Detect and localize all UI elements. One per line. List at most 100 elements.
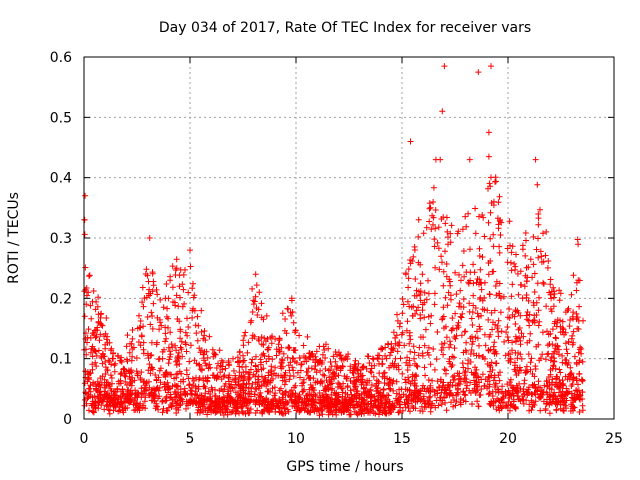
data-point	[469, 322, 476, 328]
data-point	[268, 371, 275, 378]
data-point	[474, 328, 480, 335]
data-point	[303, 392, 310, 399]
data-point	[141, 384, 148, 391]
data-point	[512, 321, 519, 327]
data-point	[417, 315, 424, 322]
data-point	[129, 327, 136, 333]
data-point	[463, 339, 470, 346]
data-point	[119, 406, 126, 413]
data-point	[261, 397, 268, 404]
data-point	[129, 353, 136, 360]
data-point	[535, 378, 542, 385]
data-point	[296, 332, 303, 339]
data-point	[268, 401, 275, 408]
data-point	[81, 231, 88, 238]
data-point	[443, 273, 450, 280]
data-point	[222, 365, 229, 372]
data-point	[137, 400, 144, 407]
data-point	[227, 383, 233, 390]
data-point	[472, 390, 479, 396]
data-point	[337, 352, 344, 359]
data-point	[318, 378, 325, 385]
data-point	[153, 402, 160, 409]
data-point	[432, 392, 438, 399]
data-point	[285, 345, 292, 352]
data-point	[155, 374, 162, 381]
data-point	[251, 391, 258, 398]
data-point	[227, 394, 233, 401]
data-point	[174, 354, 181, 361]
data-point	[206, 361, 213, 368]
data-point	[537, 407, 544, 414]
data-point	[367, 368, 374, 375]
data-point	[210, 372, 217, 379]
data-point	[248, 317, 255, 324]
data-point	[339, 385, 346, 392]
data-point	[183, 405, 189, 412]
data-point	[447, 292, 454, 299]
data-point	[283, 330, 290, 337]
data-point	[487, 209, 494, 216]
data-point	[414, 363, 421, 370]
data-point	[258, 300, 265, 307]
data-point	[575, 317, 582, 324]
data-point	[376, 370, 383, 377]
data-point	[576, 303, 583, 310]
data-point	[559, 352, 566, 359]
data-point	[569, 313, 576, 320]
data-point	[149, 269, 156, 276]
data-point	[129, 335, 136, 342]
data-point	[153, 377, 160, 384]
data-point	[292, 390, 299, 397]
data-point	[154, 314, 161, 321]
data-point	[242, 329, 249, 336]
data-point	[332, 358, 339, 365]
data-point	[509, 387, 516, 394]
data-point	[166, 356, 173, 363]
data-point	[296, 354, 303, 361]
data-point	[162, 383, 169, 390]
data-point	[492, 283, 499, 289]
data-point	[282, 316, 289, 322]
data-point	[430, 221, 436, 228]
data-point	[167, 348, 173, 355]
data-point	[567, 364, 574, 371]
data-point	[280, 350, 287, 357]
data-point	[399, 370, 406, 377]
data-point	[224, 403, 231, 410]
data-point	[472, 364, 478, 371]
data-point	[224, 411, 231, 418]
data-point	[246, 390, 253, 397]
data-point	[443, 334, 450, 341]
data-point	[194, 313, 201, 320]
data-point	[313, 369, 320, 376]
data-point	[154, 291, 161, 298]
data-point	[381, 400, 388, 407]
data-point	[157, 319, 164, 326]
data-point	[540, 279, 547, 286]
data-point	[277, 363, 284, 370]
data-point	[486, 333, 493, 340]
data-point	[379, 345, 386, 352]
data-point	[180, 286, 187, 293]
data-point	[172, 342, 179, 349]
data-point	[385, 403, 392, 410]
data-point	[401, 342, 408, 349]
data-point	[204, 374, 211, 381]
data-point	[411, 247, 418, 253]
data-point	[466, 308, 473, 315]
data-point	[457, 401, 464, 408]
data-point	[145, 352, 151, 359]
data-point	[412, 310, 419, 317]
data-point	[478, 312, 484, 319]
data-point	[491, 307, 498, 314]
data-point	[89, 353, 96, 360]
data-point	[479, 212, 486, 218]
data-point	[415, 304, 422, 311]
data-point	[565, 305, 572, 312]
data-point	[530, 401, 537, 408]
data-point	[292, 347, 299, 354]
data-point	[440, 268, 447, 275]
data-point	[496, 243, 503, 250]
data-point	[198, 347, 205, 354]
